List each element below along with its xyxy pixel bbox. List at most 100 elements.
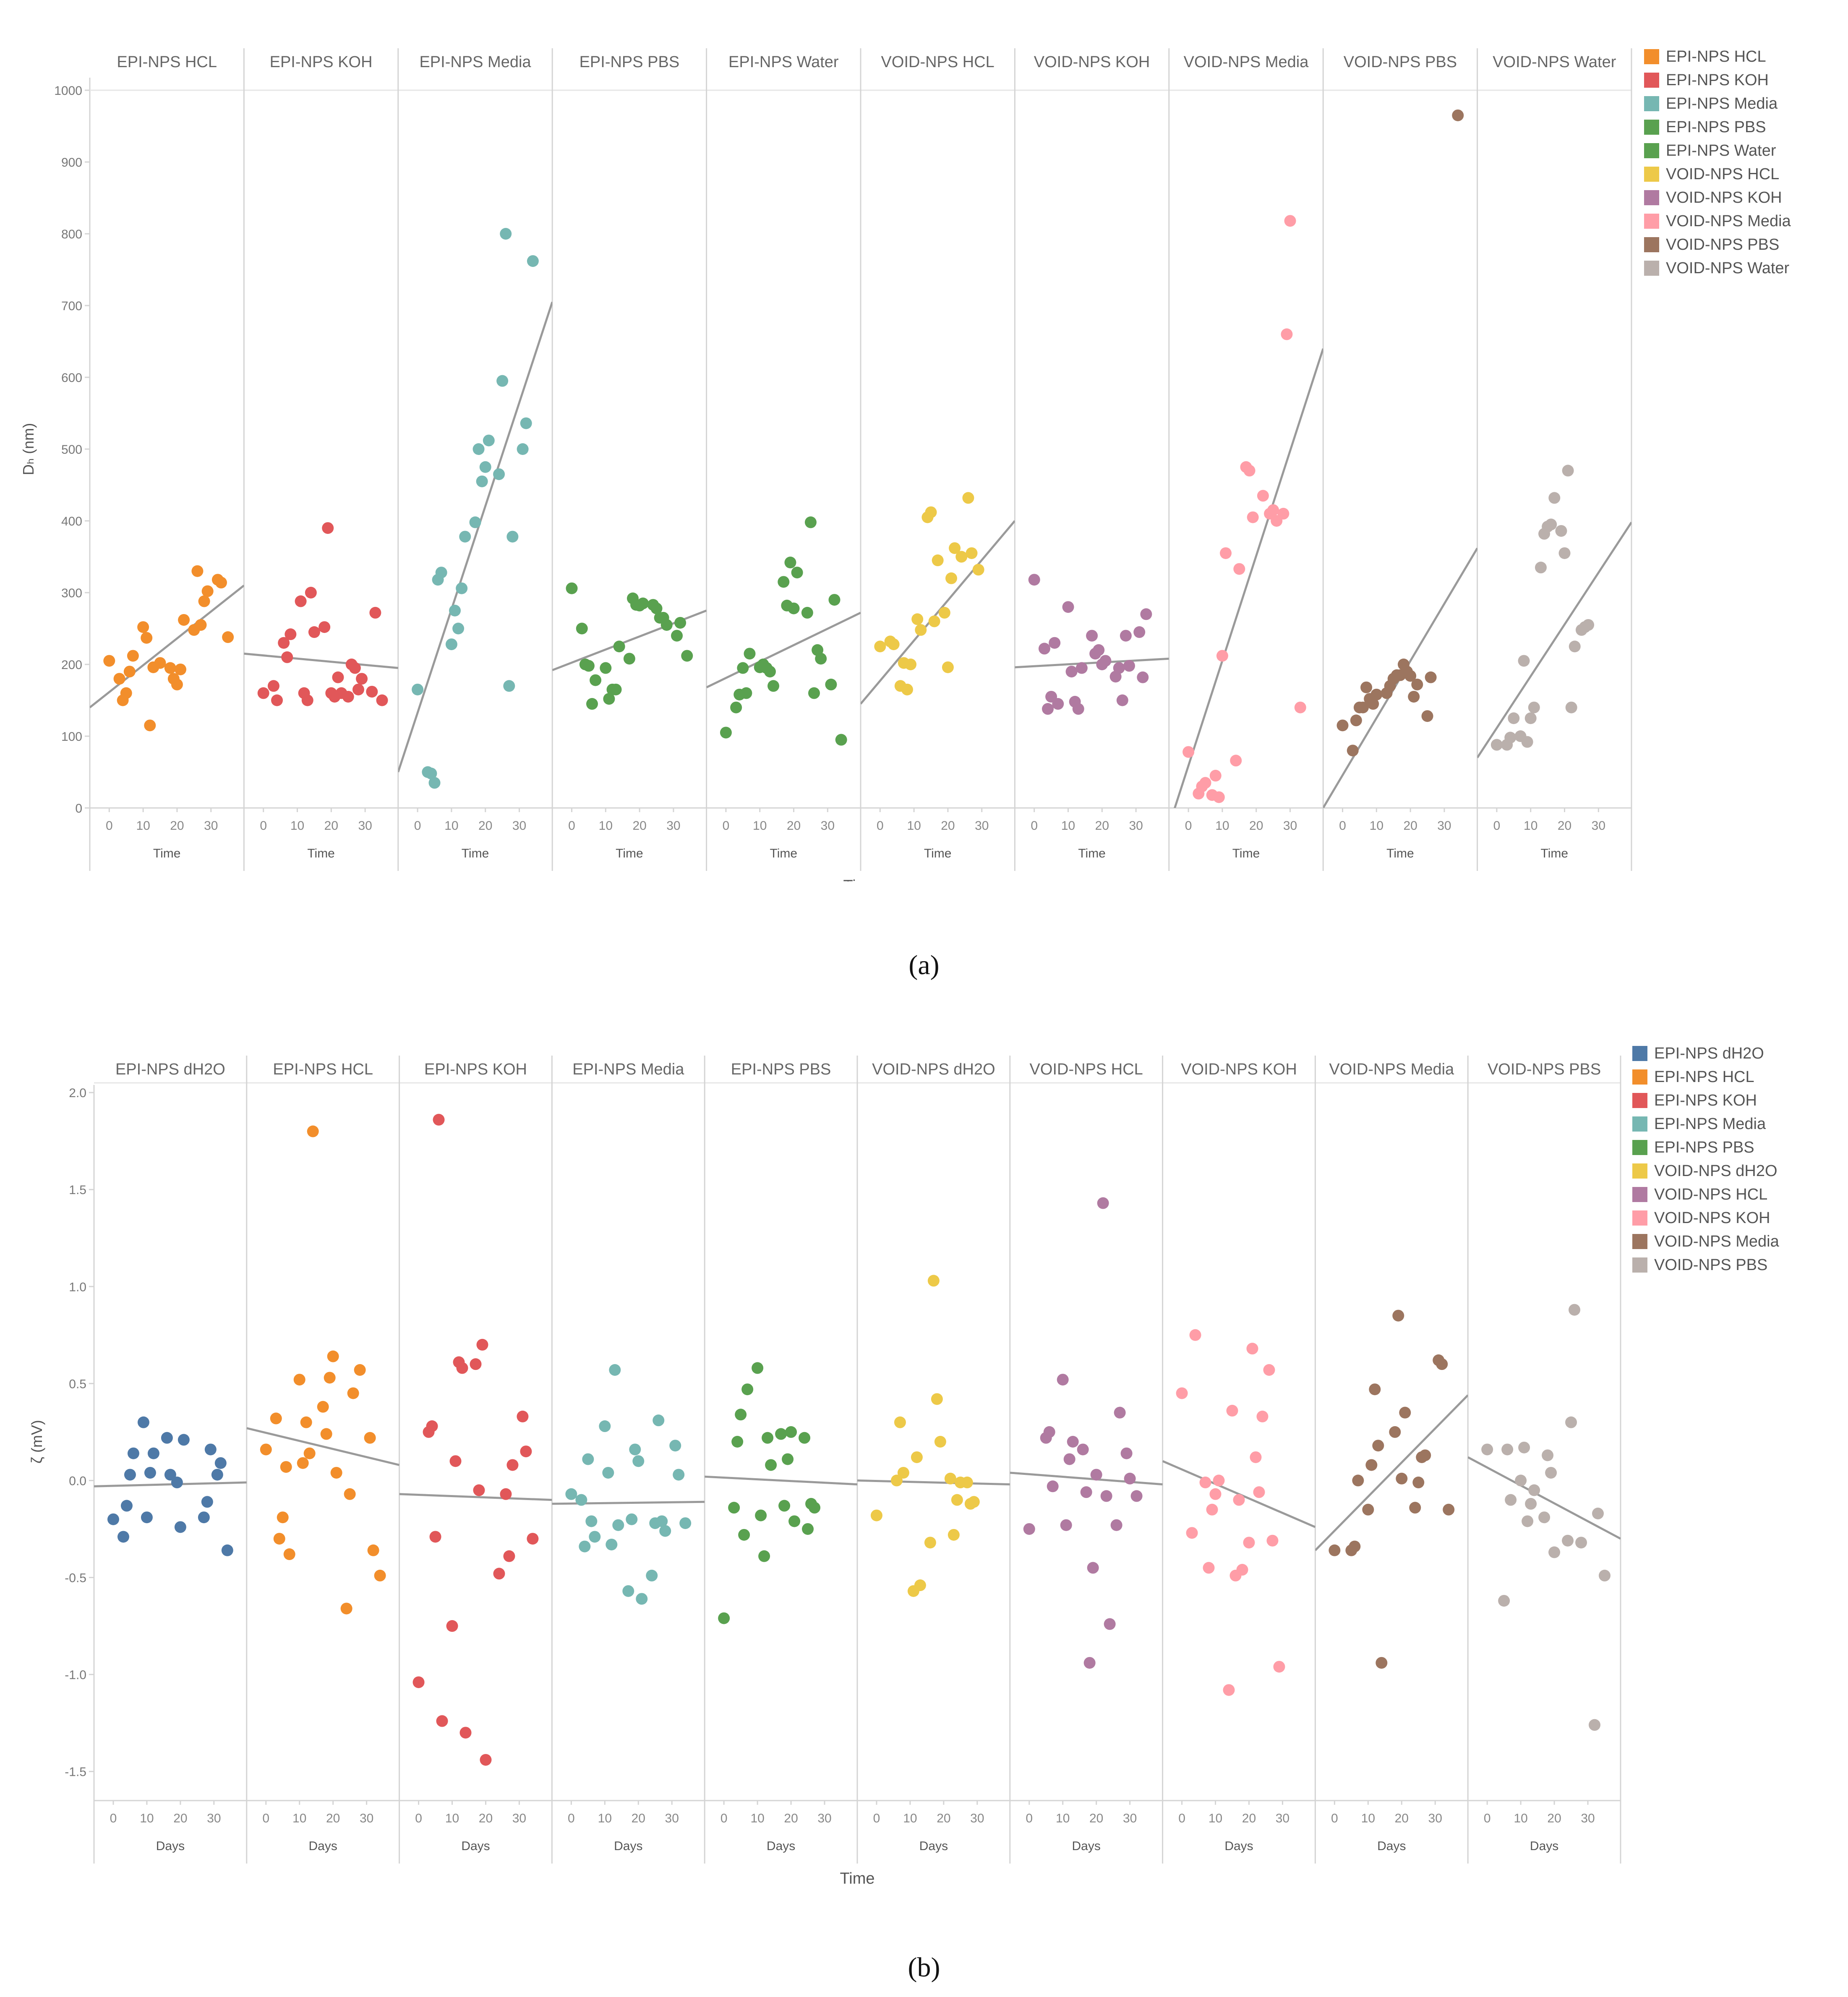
legend-label: VOID-NPS PBS	[1666, 236, 1779, 254]
data-point	[428, 777, 441, 789]
data-point	[1392, 1310, 1404, 1322]
data-point	[215, 577, 227, 589]
data-point	[1250, 1451, 1262, 1463]
data-point	[1369, 1383, 1381, 1396]
data-point	[1065, 666, 1078, 678]
data-point	[1528, 1484, 1540, 1496]
x-tick-label: 20	[1395, 1811, 1409, 1825]
data-point	[198, 1511, 210, 1524]
legend-label: VOID-NPS Media	[1654, 1233, 1780, 1250]
data-point	[934, 1436, 946, 1448]
data-point	[590, 674, 602, 686]
trend-line	[94, 1481, 247, 1487]
data-point	[737, 662, 749, 674]
trend-line	[399, 1493, 552, 1501]
data-point	[1220, 547, 1232, 559]
x-tick-label: 10	[140, 1811, 154, 1825]
panel-header: VOID-NPS Media	[1184, 53, 1309, 71]
data-point	[653, 1414, 665, 1427]
data-point	[1057, 1374, 1069, 1386]
legend-swatch	[1632, 1069, 1647, 1085]
data-point	[1535, 562, 1547, 574]
data-point	[500, 228, 512, 240]
data-point	[1213, 791, 1225, 803]
legend-swatch	[1632, 1257, 1647, 1273]
panel-header: EPI-NPS KOH	[270, 53, 373, 71]
data-point	[107, 1513, 119, 1525]
data-point	[741, 1383, 754, 1396]
data-point	[962, 492, 974, 504]
data-point	[586, 698, 598, 710]
legend-swatch	[1632, 1210, 1647, 1226]
x-tick-label: 0	[1339, 819, 1346, 833]
x-tick-label: 10	[907, 819, 921, 833]
panel-epi-nps-water: EPI-NPS Water 0 10 20 30 Time	[706, 48, 861, 871]
data-point	[901, 683, 913, 695]
data-point	[344, 1488, 356, 1500]
y-tick-label: 500	[61, 443, 82, 457]
data-point	[1209, 770, 1222, 782]
data-point	[1421, 710, 1433, 722]
data-point	[1508, 712, 1520, 724]
legend-label: VOID-NPS dH2O	[1654, 1162, 1778, 1180]
data-point	[1372, 1440, 1384, 1452]
data-point	[426, 1420, 438, 1432]
trend-line	[861, 520, 1015, 705]
panel-x-label: Time	[924, 847, 952, 860]
x-tick-label: 0	[1484, 1811, 1491, 1825]
data-point	[1352, 1474, 1364, 1487]
legend-swatch	[1644, 96, 1659, 111]
data-point	[674, 617, 686, 629]
data-point	[1075, 662, 1088, 674]
data-point	[966, 547, 978, 559]
data-point	[127, 650, 139, 662]
data-point	[320, 1428, 332, 1440]
data-point	[784, 557, 796, 569]
x-tick-label: 20	[1095, 819, 1109, 833]
data-point	[659, 1525, 671, 1537]
legend-swatch	[1644, 237, 1659, 252]
panel-x-label: Time	[770, 847, 798, 860]
data-point	[808, 687, 820, 699]
y-tick-label: 800	[61, 227, 82, 241]
data-point	[1266, 1534, 1279, 1547]
data-point	[945, 572, 958, 584]
data-point	[469, 516, 481, 528]
data-point	[914, 1579, 926, 1591]
data-point	[376, 694, 388, 706]
data-point	[308, 626, 320, 638]
data-point	[1049, 637, 1061, 649]
data-point	[366, 685, 378, 698]
data-point	[1294, 701, 1306, 714]
x-tick-label: 20	[326, 1811, 340, 1825]
panel-void-nps-dh2o: VOID-NPS dH2O 0 10 20 30 Days	[857, 1056, 1011, 1864]
data-point	[1186, 1527, 1198, 1539]
x-tick-label: 0	[262, 1811, 269, 1825]
data-point	[517, 443, 529, 455]
data-point	[1052, 698, 1064, 710]
data-point	[364, 1432, 376, 1444]
trend-line	[705, 1475, 857, 1486]
data-point	[576, 622, 588, 635]
data-point	[1263, 1364, 1275, 1376]
data-point	[347, 1387, 359, 1399]
data-point	[1350, 714, 1362, 727]
data-point	[951, 1494, 963, 1506]
panel-x-label: Days	[461, 1839, 490, 1853]
x-tick-label: 10	[136, 819, 150, 833]
data-point	[1233, 563, 1245, 575]
data-point	[473, 1484, 485, 1496]
x-tick-label: 30	[817, 1811, 831, 1825]
panel-x-label: Days	[156, 1839, 185, 1853]
data-point	[303, 1447, 316, 1459]
x-tick-label: 30	[975, 819, 989, 833]
data-point	[825, 678, 837, 690]
panel-epi-nps-media: EPI-NPS Media 0 10 20 30 Time	[398, 48, 553, 871]
data-point	[911, 613, 924, 625]
data-point	[566, 582, 578, 594]
data-point	[171, 1477, 183, 1489]
data-point	[340, 1602, 352, 1615]
legend-label: EPI-NPS Media	[1654, 1115, 1766, 1133]
data-point	[897, 1466, 909, 1479]
panel-void-nps-pbs: VOID-NPS PBS 0 10 20 30 Time	[1323, 48, 1478, 871]
